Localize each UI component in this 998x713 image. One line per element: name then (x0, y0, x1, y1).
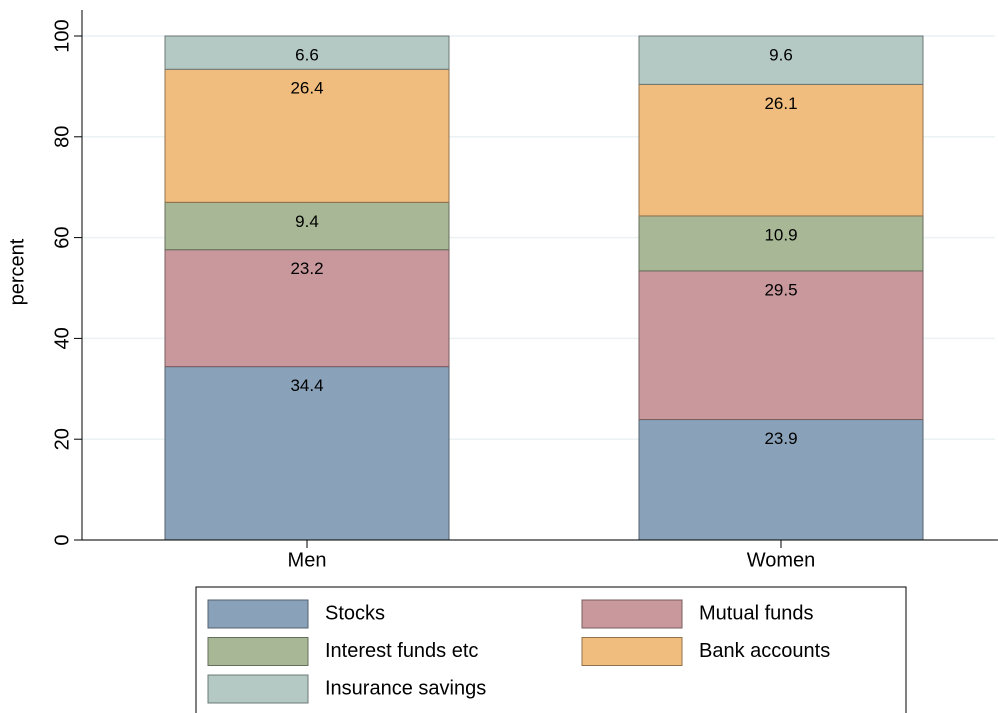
bar-segment (638, 215, 924, 272)
value-label: 26.4 (290, 79, 323, 98)
value-label: 9.4 (295, 212, 319, 231)
legend-label: Stocks (325, 602, 385, 624)
legend-swatch (581, 599, 683, 629)
value-label: 29.5 (764, 280, 797, 299)
bar-segment (164, 249, 450, 368)
value-label: 23.2 (290, 259, 323, 278)
legend-swatch (581, 637, 683, 666)
x-tick-label: Men (288, 549, 327, 571)
y-tick-label: 20 (51, 428, 73, 450)
legend-swatch (207, 674, 309, 704)
legend-box (195, 586, 907, 713)
value-label: 9.6 (769, 45, 793, 64)
bar-segment (164, 35, 450, 70)
bar-segment (638, 35, 924, 85)
legend-label: Mutual funds (699, 602, 814, 624)
legend-label: Bank accounts (699, 640, 830, 662)
legend-swatch (207, 637, 309, 666)
legend-label: Insurance savings (325, 677, 486, 699)
legend-swatch (207, 599, 309, 629)
y-tick-label: 40 (51, 327, 73, 349)
y-tick-label: 60 (51, 226, 73, 248)
value-label: 26.1 (764, 94, 797, 113)
x-tick-label: Women (747, 549, 816, 571)
y-tick-label: 100 (51, 19, 73, 52)
y-tick-label: 80 (51, 126, 73, 148)
value-label: 6.6 (295, 45, 319, 64)
bar-segment (638, 83, 924, 217)
bar-segment (638, 270, 924, 421)
value-label: 10.9 (764, 225, 797, 244)
bar-segment (164, 366, 450, 541)
y-tick-label: 0 (51, 534, 73, 545)
value-label: 34.4 (290, 376, 323, 395)
value-label: 23.9 (764, 429, 797, 448)
y-axis-label: percent (6, 238, 28, 305)
legend-label: Interest funds etc (325, 640, 478, 662)
